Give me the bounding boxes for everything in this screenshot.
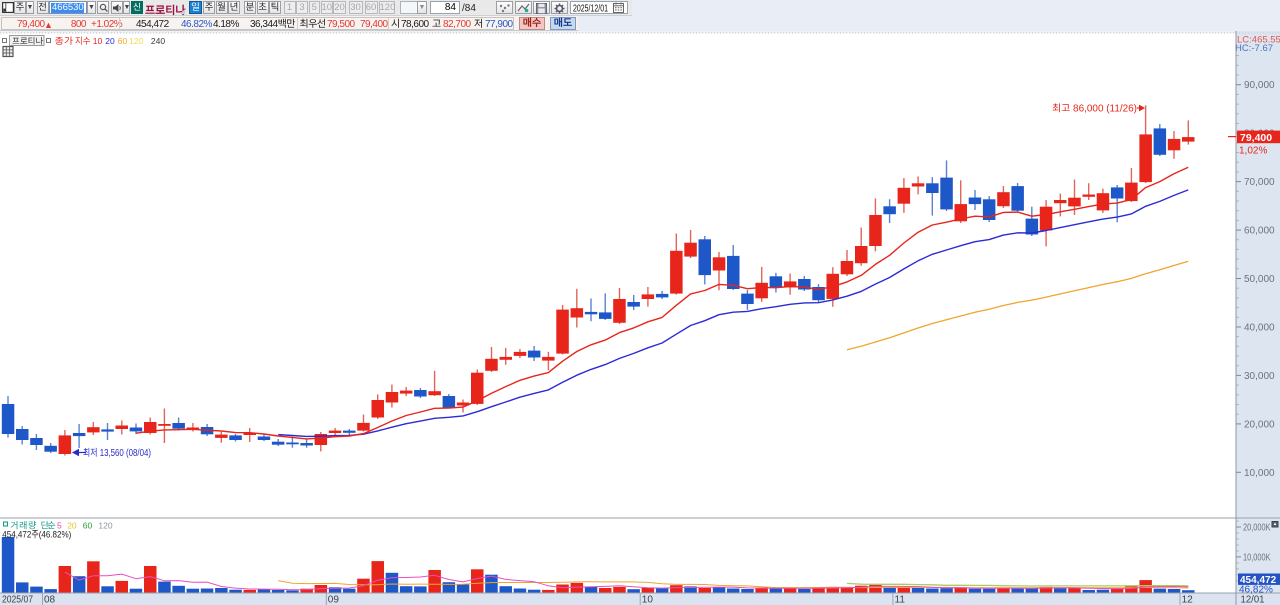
svg-text:11: 11 [895, 595, 906, 605]
svg-text:240: 240 [151, 36, 165, 46]
svg-text:60: 60 [118, 36, 128, 46]
svg-text:10: 10 [93, 36, 103, 46]
svg-text:120: 120 [129, 36, 143, 46]
svg-text:40,000: 40,000 [1244, 323, 1275, 334]
svg-text:454,472: 454,472 [1240, 575, 1277, 586]
svg-text:10,000K: 10,000K [1243, 552, 1271, 563]
svg-text:70,000: 70,000 [1244, 177, 1275, 188]
svg-text:5: 5 [57, 521, 62, 531]
svg-text:120: 120 [98, 521, 112, 531]
svg-text:LC:465.55: LC:465.55 [1237, 35, 1280, 46]
svg-text:08: 08 [44, 595, 56, 605]
svg-text:2025/12/01: 2025/12/01 [573, 3, 608, 14]
svg-text:20,000K: 20,000K [1243, 523, 1271, 534]
svg-text:20: 20 [105, 36, 115, 46]
svg-text:12/01: 12/01 [1241, 595, 1265, 605]
svg-text:454,472주(46.82%): 454,472주(46.82%) [2, 530, 71, 541]
svg-text:2025/07: 2025/07 [2, 595, 33, 605]
svg-text:1,02%: 1,02% [1239, 146, 1267, 157]
svg-text:거래량: 거래량 [10, 521, 36, 531]
svg-text:09: 09 [328, 595, 340, 605]
svg-text:10,000: 10,000 [1244, 468, 1275, 479]
svg-text:46,82%: 46,82% [1239, 585, 1273, 596]
svg-text:단순: 단순 [41, 521, 56, 531]
svg-text:60: 60 [83, 521, 93, 531]
svg-text:최저 13,560 (08/04): 최저 13,560 (08/04) [83, 447, 151, 459]
svg-text:20: 20 [67, 521, 77, 531]
svg-text:프로티나: 프로티나 [12, 36, 43, 46]
svg-text:최고 86,000 (11/26): 최고 86,000 (11/26) [1052, 103, 1137, 115]
svg-text:30,000: 30,000 [1244, 371, 1275, 382]
svg-text:지수: 지수 [75, 36, 91, 46]
svg-text:12: 12 [1182, 595, 1194, 605]
svg-text:79,400: 79,400 [1240, 132, 1272, 144]
svg-text:90,000: 90,000 [1244, 80, 1275, 91]
svg-text:HC:-7.67: HC:-7.67 [1235, 43, 1273, 54]
svg-text:20,000: 20,000 [1244, 419, 1275, 430]
svg-text:50,000: 50,000 [1244, 274, 1275, 285]
svg-text:10: 10 [642, 595, 654, 605]
svg-text:60,000: 60,000 [1244, 226, 1275, 237]
svg-text:종가: 종가 [55, 36, 73, 46]
